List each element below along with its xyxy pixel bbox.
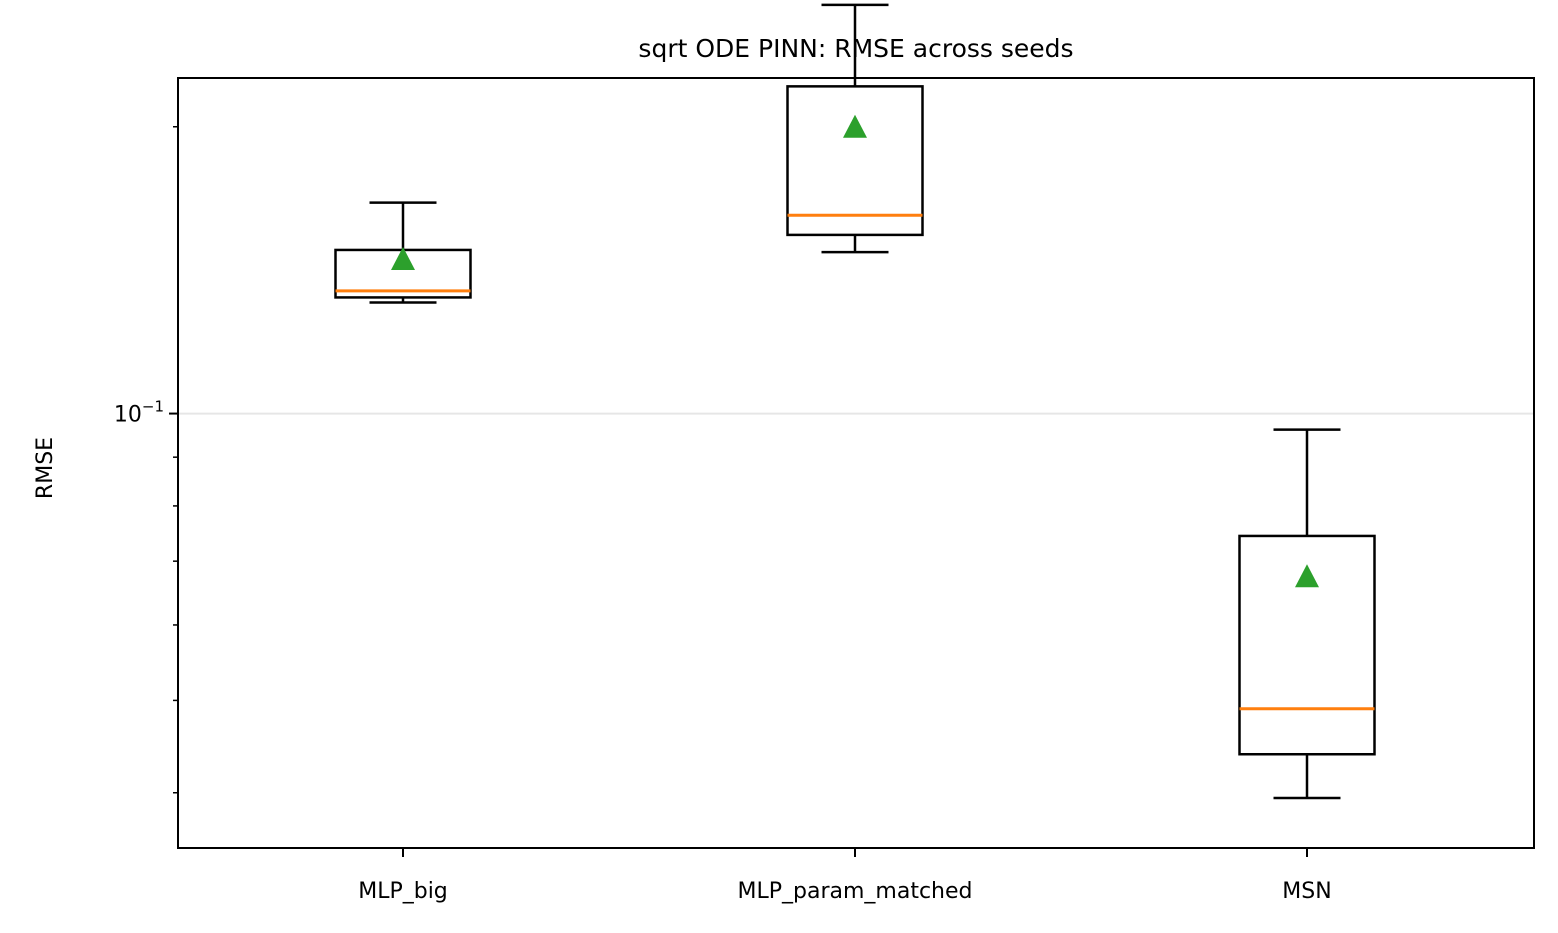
mean-marker bbox=[843, 114, 867, 138]
y-tick-label: 10−1 bbox=[114, 398, 164, 428]
box-MSN bbox=[1238, 428, 1376, 800]
box-body bbox=[1238, 534, 1376, 756]
box-body bbox=[786, 85, 924, 237]
plot-area bbox=[177, 77, 1535, 849]
x-axis: MLP_big MLP_param_matched MSN bbox=[358, 848, 1332, 904]
x-tick-label: MLP_param_matched bbox=[738, 879, 973, 904]
y-axis-label: RMSE bbox=[33, 437, 58, 499]
box-MLP_big bbox=[334, 201, 472, 304]
y-axis: 10−1 bbox=[114, 125, 178, 794]
mean-marker bbox=[391, 246, 415, 270]
x-tick-label: MLP_big bbox=[358, 879, 448, 904]
x-tick-label: MSN bbox=[1282, 879, 1331, 904]
box-MLP_param_matched bbox=[786, 3, 924, 254]
box-series bbox=[334, 3, 1376, 800]
mean-marker bbox=[1295, 564, 1319, 588]
